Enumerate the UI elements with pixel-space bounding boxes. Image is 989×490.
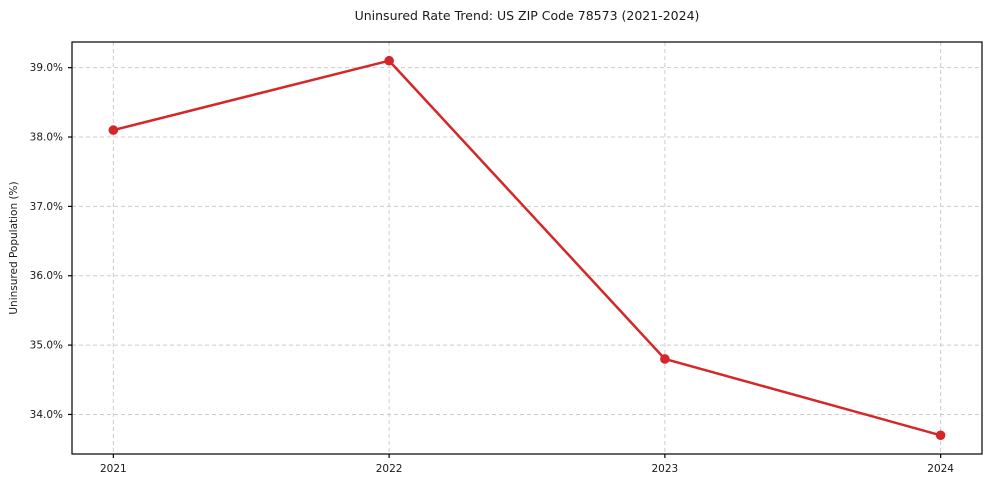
y-tick-label: 38.0% xyxy=(30,132,63,144)
data-point xyxy=(660,354,670,364)
x-tick-label: 2022 xyxy=(376,463,403,475)
y-tick-label: 36.0% xyxy=(30,270,63,282)
data-point xyxy=(108,125,119,135)
y-tick-label: 34.0% xyxy=(30,409,63,421)
x-tick-label: 2023 xyxy=(652,463,679,475)
plot-border xyxy=(71,41,983,455)
y-tick-label: 39.0% xyxy=(30,62,63,74)
x-tick-label: 2021 xyxy=(100,463,127,475)
trend-line xyxy=(112,59,942,437)
x-tick-label: 2024 xyxy=(927,463,954,475)
data-point xyxy=(384,55,394,66)
y-tick-label: 37.0% xyxy=(30,201,63,213)
y-tick-label: 35.0% xyxy=(30,340,63,352)
chart-title: Uninsured Rate Trend: US ZIP Code 78573 … xyxy=(354,8,700,23)
data-point xyxy=(935,430,946,441)
